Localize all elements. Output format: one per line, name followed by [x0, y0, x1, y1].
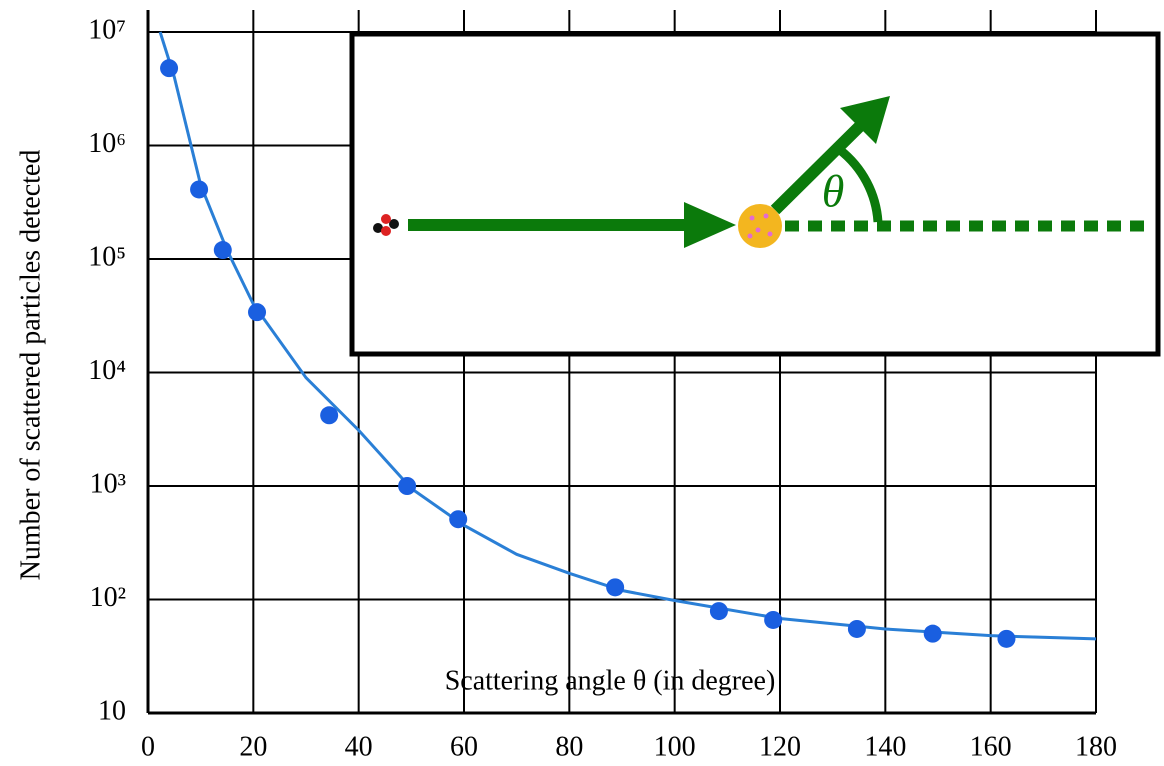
y-tick-label: 10⁷ — [88, 14, 126, 45]
y-tick-label: 10 — [98, 695, 126, 726]
y-axis-title: Number of scattered particles detected — [15, 150, 46, 581]
x-axis-title: Scattering angle θ (in degree) — [445, 665, 776, 696]
data-point — [213, 241, 232, 260]
data-point — [764, 610, 783, 629]
data-point — [248, 303, 267, 322]
data-point — [923, 624, 942, 643]
data-point — [709, 602, 728, 621]
y-tick-label: 10² — [90, 582, 126, 613]
y-tick-label: 10³ — [90, 468, 126, 499]
x-tick-label: 120 — [759, 731, 801, 762]
inset-diagram: θ — [349, 31, 1161, 357]
x-tick-label: 0 — [141, 731, 155, 762]
data-point — [398, 477, 417, 495]
angle-arc — [837, 146, 883, 223]
y-tick-label: 10⁶ — [88, 128, 126, 159]
data-point — [997, 629, 1016, 648]
alpha-particle — [373, 214, 399, 236]
data-point — [606, 578, 625, 597]
x-tick-label: 160 — [970, 731, 1012, 762]
angle-label: θ — [822, 166, 845, 217]
x-tick-label: 100 — [654, 731, 696, 762]
y-tick-label: 10⁵ — [88, 241, 126, 272]
data-point — [847, 619, 866, 638]
x-tick-label: 80 — [555, 731, 583, 762]
data-point — [320, 406, 339, 425]
x-tick-label: 140 — [864, 731, 906, 762]
x-tick-label: 60 — [450, 731, 478, 762]
data-point — [190, 180, 209, 199]
x-tick-label: 180 — [1075, 731, 1117, 762]
arrow-head — [684, 202, 736, 248]
nucleus — [738, 204, 782, 248]
nucleus-dots — [747, 213, 773, 239]
y-tick-label: 10⁴ — [88, 355, 126, 386]
scattered-path — [770, 121, 865, 215]
x-tick-label: 40 — [345, 731, 373, 762]
inset-frame — [349, 31, 1161, 357]
x-tick-label: 20 — [239, 731, 267, 762]
data-point — [449, 510, 468, 529]
arrow-head — [840, 96, 890, 144]
data-point — [160, 59, 179, 78]
